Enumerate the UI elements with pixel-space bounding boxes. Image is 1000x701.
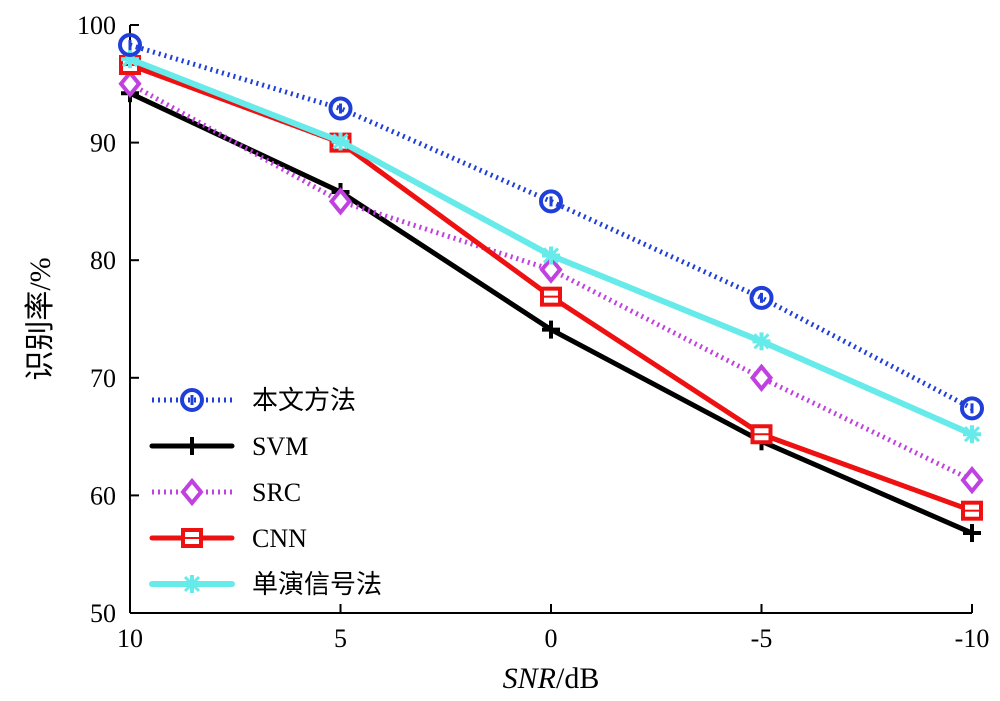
- marker-shape: [539, 255, 563, 284]
- legend-item: SRC: [152, 477, 301, 507]
- marker-shape: [183, 575, 201, 593]
- marker-shape: [749, 285, 774, 310]
- y-tick-label: 100: [77, 11, 116, 40]
- series-line: [129, 42, 974, 411]
- legend-item: 本文方法: [152, 386, 356, 415]
- data-point: [749, 363, 774, 392]
- legend-label: SRC: [252, 478, 301, 507]
- marker-shape: [328, 96, 353, 121]
- data-point: [961, 500, 983, 521]
- marker-shape: [749, 363, 774, 392]
- legend-item: 单演信号法: [149, 570, 382, 599]
- y-tick-label: 90: [90, 129, 116, 158]
- x-tick-label: -10: [955, 624, 990, 653]
- marker-shape: [180, 477, 204, 507]
- data-point: [328, 96, 353, 121]
- data-point: [750, 424, 773, 445]
- marker-shape: [118, 69, 142, 98]
- series-layer: [118, 32, 984, 543]
- legend-label: CNN: [252, 524, 307, 553]
- y-axis-label: 识别率/%: [24, 257, 57, 380]
- data-point: [963, 524, 981, 543]
- series-3: [119, 54, 983, 521]
- legend-label: SVM: [252, 432, 308, 461]
- y-tick-label: 50: [90, 599, 116, 628]
- series-2: [118, 69, 984, 495]
- data-point: [539, 189, 563, 214]
- legend-label: 本文方法: [252, 386, 356, 415]
- marker-shape: [963, 426, 981, 443]
- x-axis-label: SNR/dB: [503, 662, 600, 695]
- data-point: [118, 69, 142, 98]
- marker-shape: [332, 133, 349, 150]
- legend-item: SVM: [149, 432, 308, 461]
- data-point: [963, 425, 981, 444]
- x-tick-label: 10: [117, 624, 143, 653]
- legend-item: CNN: [149, 524, 307, 553]
- data-point: [960, 465, 984, 495]
- y-tick-label: 60: [90, 481, 116, 510]
- data-point: [540, 286, 562, 307]
- legend-marker: [183, 575, 201, 593]
- y-tick-label: 80: [90, 246, 116, 275]
- legend-marker: [183, 437, 201, 455]
- data-point: [331, 132, 350, 151]
- legend-marker: [180, 388, 204, 412]
- marker-shape: [180, 388, 204, 412]
- marker-shape: [753, 333, 770, 350]
- marker-shape: [118, 32, 142, 57]
- x-tick-label: 5: [334, 624, 347, 653]
- data-point: [118, 32, 142, 57]
- marker-shape: [328, 187, 353, 216]
- legend-marker: [180, 477, 204, 507]
- legend-label: 单演信号法: [252, 570, 382, 599]
- marker-shape: [960, 396, 984, 421]
- data-point: [960, 396, 984, 421]
- legend-marker: [181, 528, 203, 548]
- marker-shape: [542, 247, 560, 264]
- series-4: [121, 50, 981, 444]
- data-point: [328, 187, 353, 216]
- data-point: [539, 255, 563, 284]
- data-point: [542, 320, 560, 339]
- y-tick-label: 70: [90, 364, 116, 393]
- legend: 本文方法 SVM SRC CNN 单演信号法: [149, 386, 382, 599]
- x-tick-label: 0: [545, 624, 558, 653]
- marker-shape: [960, 465, 984, 495]
- data-point: [749, 285, 774, 310]
- data-point: [752, 332, 771, 351]
- data-point: [542, 246, 560, 265]
- x-axis-label-unit: /dB: [556, 662, 599, 695]
- x-axis-label-italic: SNR: [503, 662, 556, 695]
- x-tick-label: -5: [751, 624, 773, 653]
- series-0: [118, 32, 984, 421]
- marker-shape: [539, 189, 563, 214]
